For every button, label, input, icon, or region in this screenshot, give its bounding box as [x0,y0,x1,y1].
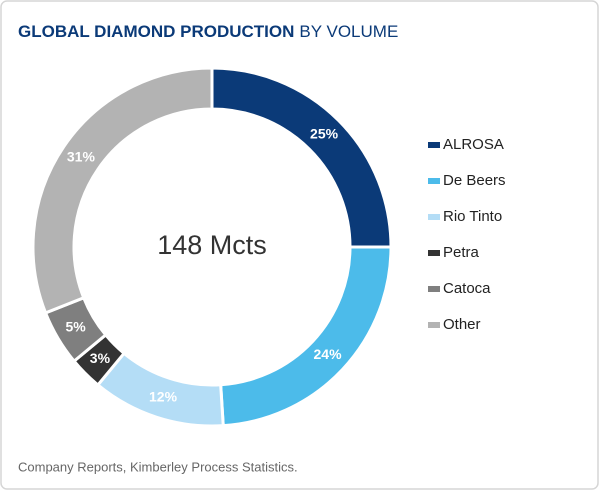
legend-label: ALROSA [443,136,504,153]
data-label: 3% [90,350,111,366]
chart-title: GLOBAL DIAMOND PRODUCTION BY VOLUME [18,22,398,41]
data-label: 24% [314,346,343,362]
subtitle: BY VOLUME [299,22,398,41]
legend-label: Rio Tinto [443,208,502,225]
legend-swatch [428,214,440,220]
data-label: 5% [65,318,86,334]
legend-swatch [428,178,440,184]
data-label: 31% [67,149,96,165]
source: Company Reports, Kimberley Process Stati… [18,459,298,474]
title: GLOBAL DIAMOND PRODUCTION [18,22,294,41]
legend-swatch [428,322,440,328]
legend-swatch [428,142,440,148]
donut-slice [31,66,214,315]
legend-label: De Beers [443,172,506,189]
legend-label: Catoca [443,280,491,297]
legend-label: Petra [443,244,480,261]
legend-swatch [428,286,440,292]
legend-swatch [428,250,440,256]
center-label: 148 Mcts [157,230,267,260]
data-label: 12% [149,388,178,404]
data-label: 25% [310,126,339,142]
legend-label: Other [443,316,481,333]
